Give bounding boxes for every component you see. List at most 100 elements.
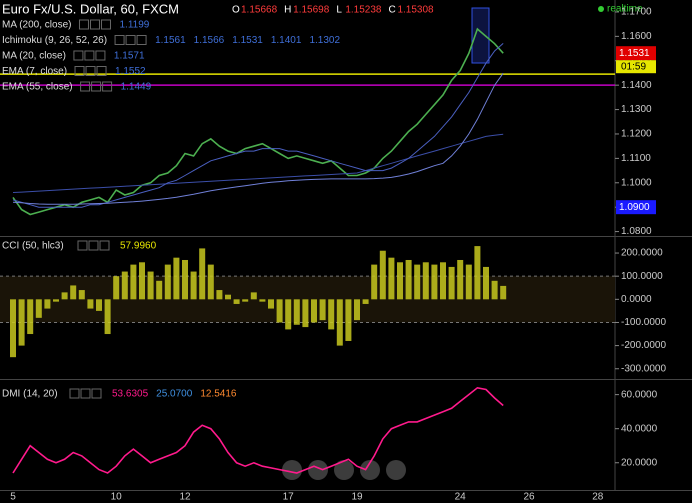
x-tick-label: 5 [10, 492, 16, 503]
legend-name: MA (200, close) [2, 20, 71, 31]
nav-button[interactable] [386, 460, 406, 480]
y-tick-label: 100.0000 [621, 271, 663, 282]
readout: 12.5416 [200, 389, 237, 400]
bar [27, 299, 34, 335]
bar [311, 299, 317, 323]
y-tick-label: 1.1600 [621, 31, 652, 42]
bar [242, 299, 249, 302]
bar [379, 250, 386, 300]
bar [113, 276, 120, 300]
legend-icon [84, 50, 95, 61]
bar [139, 262, 145, 300]
bar [465, 264, 472, 300]
legend-icon [99, 240, 110, 251]
ohlc-value: 1.15668 [241, 5, 278, 16]
ohlc-label: H [284, 5, 291, 16]
bar [164, 264, 171, 300]
legend-icon [96, 66, 107, 76]
y-tick-label: 1.1000 [621, 177, 652, 188]
x-tick-label: 12 [179, 492, 191, 503]
legend-icon [80, 81, 91, 92]
readout: 1.1571 [114, 51, 145, 62]
bar [397, 262, 403, 300]
line [12, 43, 504, 208]
bar [285, 299, 292, 330]
bar [250, 292, 257, 300]
legend-icon [91, 388, 102, 399]
highlight-box [471, 7, 490, 64]
bar [336, 299, 343, 346]
x-tick-label: 19 [351, 492, 363, 503]
ohlc-label: C [388, 5, 395, 16]
legend-icon [136, 35, 147, 45]
bar [362, 299, 369, 304]
legend-name: EMA (55, close) [2, 82, 73, 93]
bar [182, 259, 188, 300]
bar [225, 294, 231, 300]
bar [96, 299, 102, 311]
bar [53, 299, 59, 302]
bar [414, 264, 421, 300]
readout: 1.1566 [194, 35, 225, 46]
chart-title: Euro Fx/U.S. Dollar, 60, FXCM [2, 1, 179, 16]
legend-icon [77, 240, 88, 251]
x-tick-label: 24 [455, 492, 467, 503]
legend-name: Ichimoku (9, 26, 52, 26) [2, 35, 107, 46]
legend-icon [102, 81, 113, 92]
bar [207, 264, 214, 300]
nav-button[interactable] [360, 460, 380, 480]
y-tick-label: 40.0000 [621, 423, 658, 434]
bar [190, 271, 197, 300]
ohlc-value: 1.15238 [345, 5, 382, 16]
bar [61, 292, 68, 300]
readout: 1.1302 [309, 35, 340, 46]
legend-name: MA (20, close) [2, 51, 66, 62]
y-tick-label: 1.1200 [621, 129, 652, 140]
price-tag [616, 46, 656, 61]
readout: 57.9960 [120, 241, 157, 252]
price-tag-label: 1.0900 [619, 202, 650, 213]
legend-icon [125, 35, 136, 45]
readout: 1.1552 [115, 66, 146, 77]
y-tick-label: 1.1100 [621, 153, 651, 164]
y-tick-label: -100.0000 [621, 317, 666, 328]
nav-button[interactable] [308, 460, 328, 480]
bar [405, 259, 412, 300]
bar [233, 299, 240, 304]
ohlc-label: O [232, 5, 240, 16]
bar [422, 262, 429, 300]
y-tick-label: 60.0000 [621, 389, 658, 400]
nav-button[interactable] [334, 460, 354, 480]
readout: 1.1401 [271, 35, 302, 46]
ohlc-value: 1.15698 [293, 5, 330, 16]
nav-button[interactable] [282, 460, 302, 480]
x-tick-label: 28 [592, 492, 604, 503]
nav-buttons [282, 460, 406, 480]
bar [35, 299, 42, 318]
legend-icon [74, 66, 85, 76]
bar [319, 299, 326, 321]
legend-icon [114, 35, 125, 45]
y-tick-label: -300.0000 [621, 363, 666, 374]
y-tick-label: 1.0800 [621, 226, 652, 237]
bar [173, 257, 180, 300]
readout: 1.1449 [121, 82, 152, 93]
bar [474, 246, 481, 300]
legend-icon [95, 50, 106, 61]
bar [10, 299, 16, 358]
price-tag-label: 1.1531 [619, 48, 650, 59]
legend-icon [85, 66, 96, 76]
legend-icon [100, 19, 111, 30]
line [12, 27, 504, 216]
readout: 25.0700 [156, 389, 193, 400]
legend-icon [88, 240, 99, 251]
line [12, 72, 504, 205]
countdown: 01:59 [621, 61, 646, 72]
line [12, 386, 504, 474]
y-tick-label: 1.1400 [621, 80, 652, 91]
legend-icon [69, 388, 80, 399]
y-tick-label: 20.0000 [621, 457, 658, 468]
bar [268, 299, 274, 309]
bar [259, 299, 266, 302]
